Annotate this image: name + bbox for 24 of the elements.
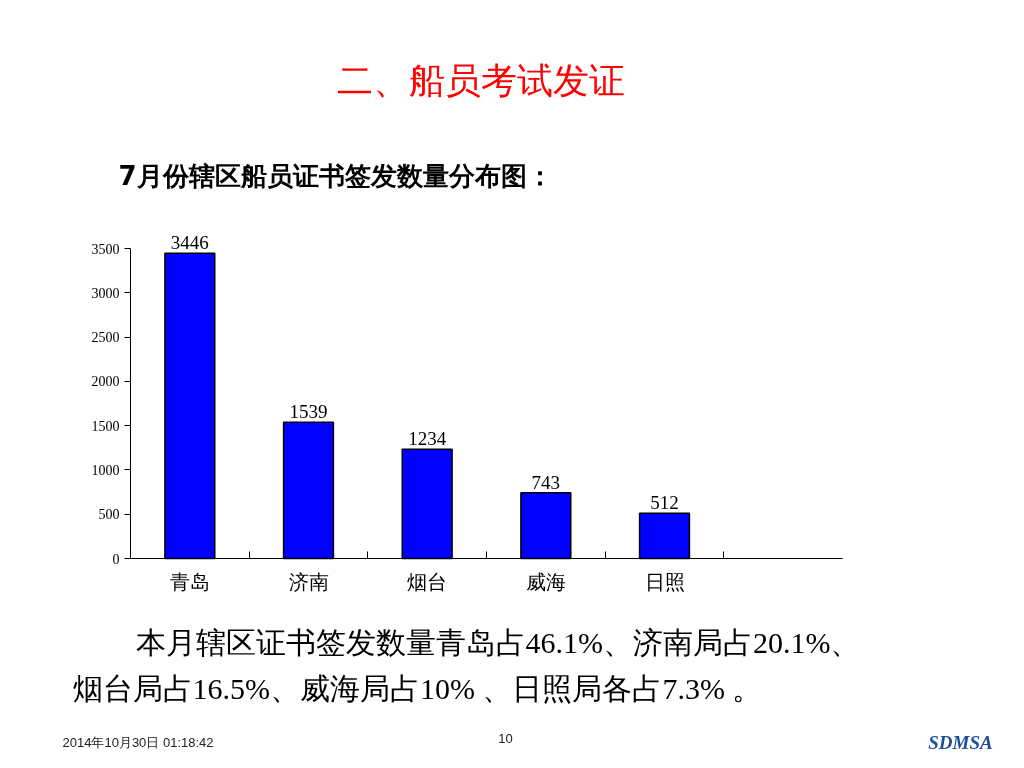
x-tick-label: 威海 (525, 570, 566, 593)
y-tick-label: 3500 (91, 241, 120, 257)
y-tick-label: 2000 (91, 374, 120, 390)
data-label: 3446 (170, 232, 209, 254)
data-label: 512 (650, 492, 679, 514)
data-label: 1234 (408, 428, 447, 450)
y-tick-label: 500 (98, 507, 120, 523)
y-tick-label: 2500 (91, 330, 120, 346)
y-tick-label: 1000 (91, 462, 120, 478)
text: 2014年10月30日 01:18:42 (62, 735, 214, 750)
y-tick-label: 1500 (91, 418, 120, 434)
text: 10 (498, 731, 513, 746)
x-tick-label: 济南 (288, 570, 329, 593)
chart-title: 二、船员考试发证 (336, 60, 625, 101)
data-label: 743 (531, 471, 561, 493)
y-tick-label: 0 (112, 551, 120, 567)
data-label: 1539 (289, 401, 328, 423)
x-tick-label: 烟台 (407, 570, 448, 593)
x-tick-label: 日照 (644, 570, 685, 593)
y-tick-label: 3000 (91, 285, 120, 301)
text: 本月辖区证书签发数量青岛占46.1%、济南局占20.1%、烟台局占16.5%、威海局占10% 、日照局各占7.3% 。 (72, 626, 861, 705)
text: SDMSA (928, 732, 993, 753)
chart-subtitle: 7月份辖区船员证书签发数量分布图： (118, 160, 553, 191)
x-tick-label: 青岛 (169, 570, 210, 593)
